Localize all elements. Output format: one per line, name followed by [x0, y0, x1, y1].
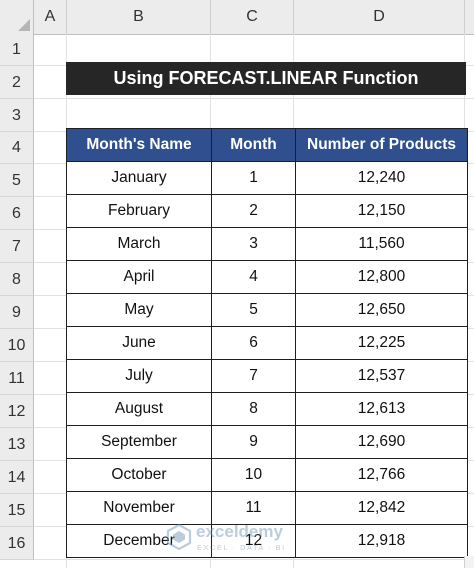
cell-number-of-products[interactable]: 12,150 [295, 194, 468, 228]
cell-month[interactable]: 3 [211, 227, 296, 261]
row-header[interactable]: 13 [0, 428, 34, 461]
column-header-c[interactable]: C [211, 0, 294, 34]
row-header[interactable]: 5 [0, 164, 34, 197]
cell-month-name[interactable]: July [66, 359, 212, 393]
table-row: December 12 12,918 [66, 524, 468, 558]
cell-month[interactable]: 5 [211, 293, 296, 327]
cell-month[interactable]: 12 [211, 524, 296, 558]
select-all-triangle-icon [18, 19, 30, 31]
table-row: August 8 12,613 [66, 392, 468, 426]
row-header[interactable]: 3 [0, 99, 34, 132]
table-header-row: Month's Name Month Number of Products [66, 128, 468, 162]
cell-month-name[interactable]: August [66, 392, 212, 426]
row-header[interactable]: 1 [0, 34, 34, 66]
row-header[interactable]: 14 [0, 461, 34, 494]
cell-number-of-products[interactable]: 12,800 [295, 260, 468, 294]
cell-month[interactable]: 11 [211, 491, 296, 525]
cell-month[interactable]: 6 [211, 326, 296, 360]
cell-month-name[interactable]: October [66, 458, 212, 492]
table-row: July 7 12,537 [66, 359, 468, 393]
scroll-corner [464, 556, 474, 568]
cell-month[interactable]: 1 [211, 161, 296, 195]
sheet-title[interactable]: Using FORECAST.LINEAR Function [66, 62, 466, 95]
cell-month[interactable]: 8 [211, 392, 296, 426]
header-month-name[interactable]: Month's Name [66, 128, 212, 162]
row-header[interactable]: 12 [0, 395, 34, 428]
row-header[interactable]: 16 [0, 527, 34, 560]
row-header[interactable]: 6 [0, 197, 34, 230]
row-header[interactable]: 10 [0, 329, 34, 362]
cell-month[interactable]: 4 [211, 260, 296, 294]
row-header[interactable]: 2 [0, 66, 34, 99]
cell-number-of-products[interactable]: 12,918 [295, 524, 468, 558]
cell-month[interactable]: 10 [211, 458, 296, 492]
cell-month[interactable]: 9 [211, 425, 296, 459]
cell-number-of-products[interactable]: 12,613 [295, 392, 468, 426]
row-header[interactable]: 8 [0, 263, 34, 296]
table-row: January 1 12,240 [66, 161, 468, 195]
cell-number-of-products[interactable]: 12,842 [295, 491, 468, 525]
cell-month-name[interactable]: January [66, 161, 212, 195]
table-row: September 9 12,690 [66, 425, 468, 459]
cell-number-of-products[interactable]: 12,766 [295, 458, 468, 492]
cell-number-of-products[interactable]: 12,537 [295, 359, 468, 393]
table-row: May 5 12,650 [66, 293, 468, 327]
select-all-corner[interactable] [0, 0, 34, 34]
row-header[interactable]: 11 [0, 362, 34, 395]
table-row: February 2 12,150 [66, 194, 468, 228]
column-header-d[interactable]: D [294, 0, 465, 34]
row-header[interactable]: 7 [0, 230, 34, 263]
cell-month-name[interactable]: February [66, 194, 212, 228]
column-header-b[interactable]: B [67, 0, 211, 34]
header-number-of-products[interactable]: Number of Products [295, 128, 468, 162]
row-header[interactable]: 4 [0, 132, 34, 164]
table-row: June 6 12,225 [66, 326, 468, 360]
gridline [34, 559, 474, 560]
cell-month[interactable]: 7 [211, 359, 296, 393]
column-header-bar [0, 0, 474, 35]
products-table: Month's Name Month Number of Products Ja… [66, 128, 468, 558]
cell-month-name[interactable]: June [66, 326, 212, 360]
cell-month[interactable]: 2 [211, 194, 296, 228]
cell-number-of-products[interactable]: 12,225 [295, 326, 468, 360]
cell-number-of-products[interactable]: 11,560 [295, 227, 468, 261]
gridline [34, 98, 474, 99]
cell-number-of-products[interactable]: 12,690 [295, 425, 468, 459]
table-row: November 11 12,842 [66, 491, 468, 525]
table-row: March 3 11,560 [66, 227, 468, 261]
table-row: October 10 12,766 [66, 458, 468, 492]
cell-month-name[interactable]: March [66, 227, 212, 261]
cell-month-name[interactable]: April [66, 260, 212, 294]
header-month[interactable]: Month [211, 128, 296, 162]
row-header[interactable]: 9 [0, 296, 34, 329]
row-header[interactable]: 15 [0, 494, 34, 527]
table-row: April 4 12,800 [66, 260, 468, 294]
cell-month-name[interactable]: November [66, 491, 212, 525]
cell-month-name[interactable]: December [66, 524, 212, 558]
cell-number-of-products[interactable]: 12,240 [295, 161, 468, 195]
cell-month-name[interactable]: May [66, 293, 212, 327]
cell-month-name[interactable]: September [66, 425, 212, 459]
column-header-a[interactable]: A [34, 0, 67, 34]
cell-number-of-products[interactable]: 12,650 [295, 293, 468, 327]
